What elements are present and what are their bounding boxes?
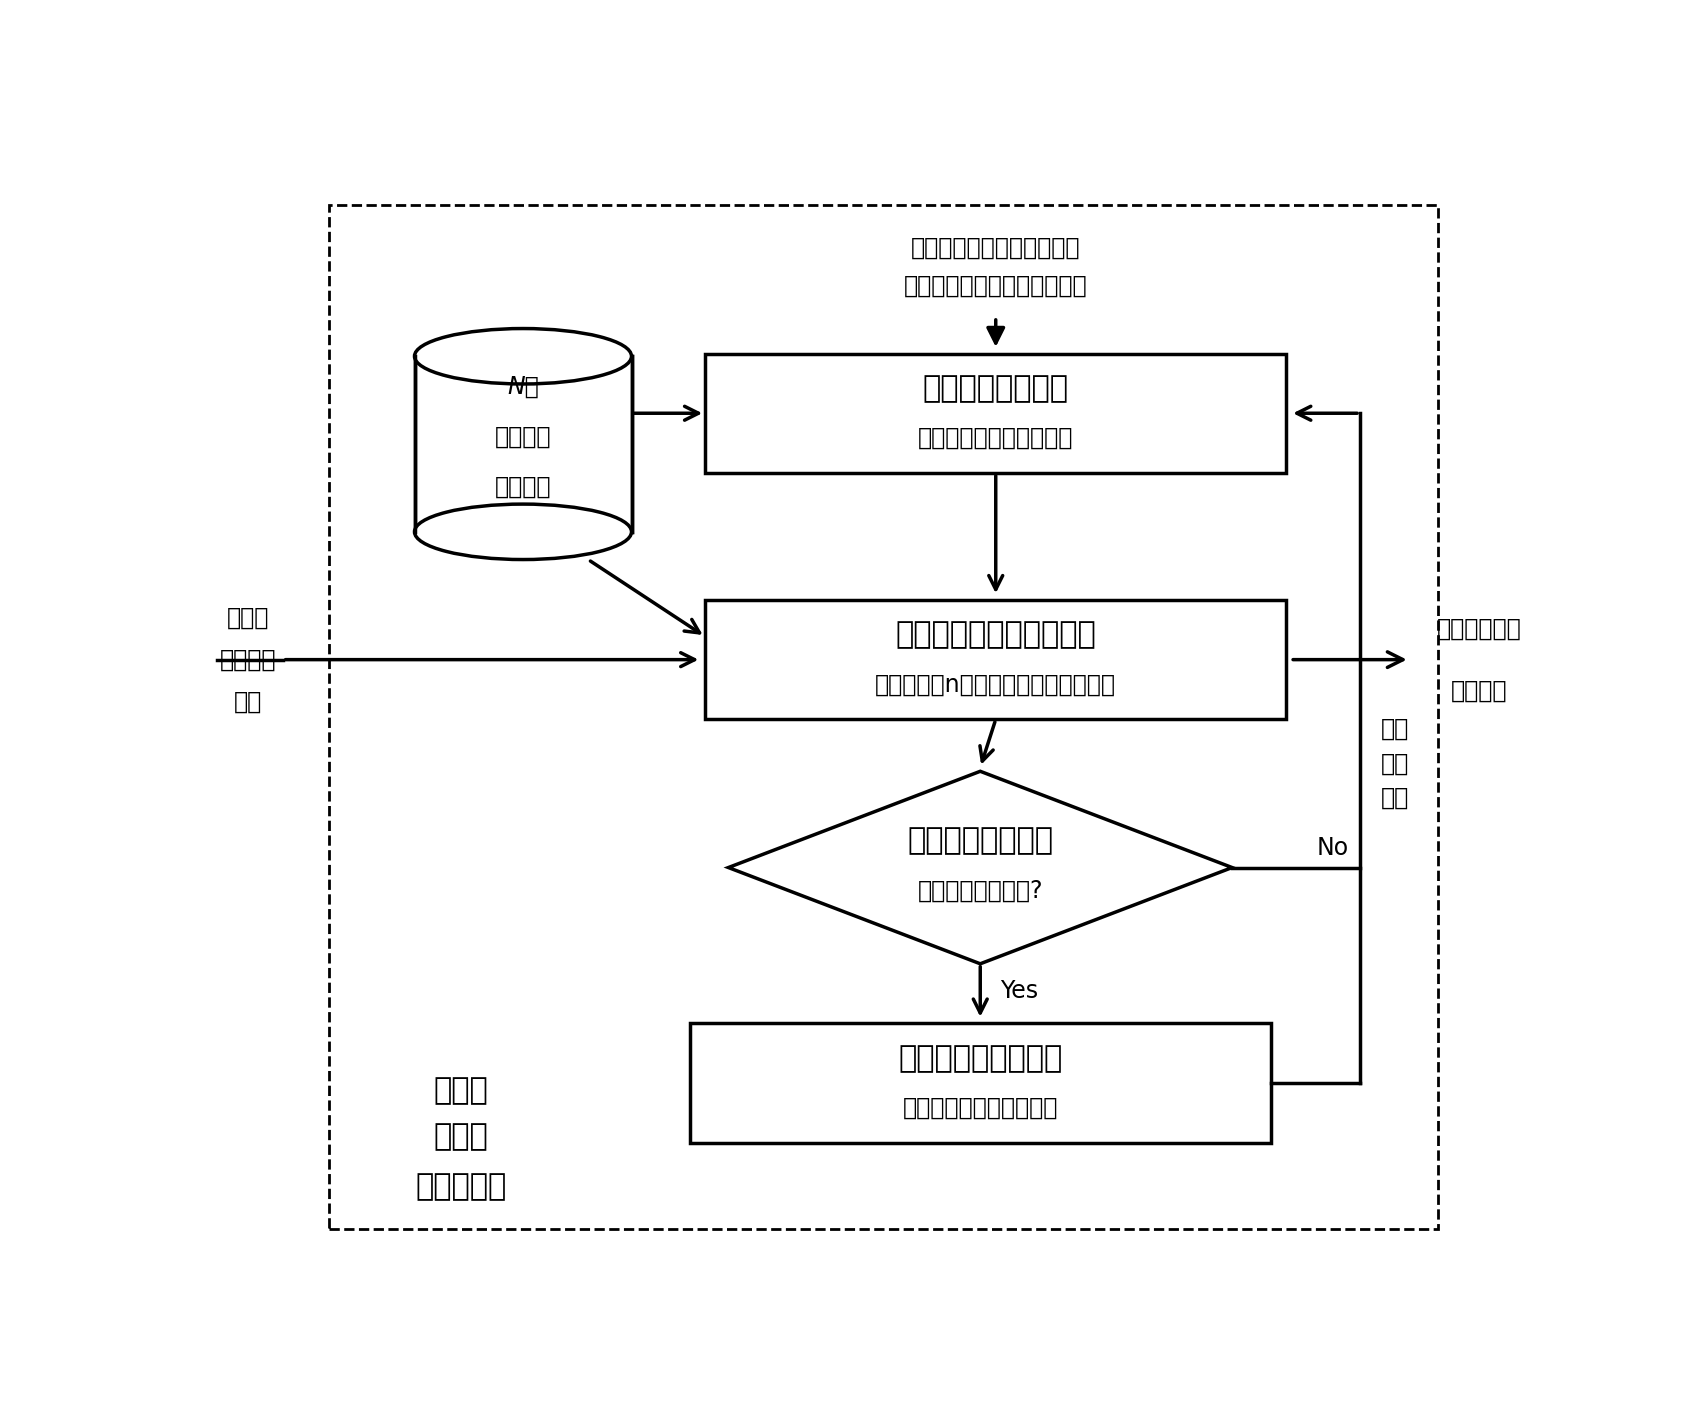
Text: 当前: 当前 — [1380, 752, 1409, 776]
Text: 保持: 保持 — [1380, 716, 1409, 741]
Text: Yes: Yes — [1000, 978, 1038, 1003]
Text: 输出码流: 输出码流 — [1452, 678, 1508, 702]
Text: 更新预测编码模式?: 更新预测编码模式? — [917, 879, 1043, 902]
Text: 编码压缩后的: 编码压缩后的 — [1436, 617, 1522, 641]
Ellipse shape — [414, 504, 632, 559]
Text: N个: N个 — [508, 374, 538, 398]
Text: 以选定的第n个预测编码模式进行编码: 以选定的第n个预测编码模式进行编码 — [876, 673, 1116, 697]
Text: 模式更新触发模块: 模式更新触发模块 — [907, 826, 1053, 855]
Text: No: No — [1315, 837, 1348, 861]
Text: 编码模式: 编码模式 — [494, 474, 552, 498]
Bar — [705, 354, 1287, 473]
Polygon shape — [728, 772, 1232, 964]
Bar — [414, 357, 632, 532]
Text: 多视点视频预测编码模块: 多视点视频预测编码模块 — [895, 620, 1096, 650]
Text: 输入: 输入 — [233, 690, 262, 714]
Bar — [329, 205, 1438, 1229]
Text: 相关性统计分析模块: 相关性统计分析模块 — [898, 1044, 1062, 1073]
Text: 多视点: 多视点 — [433, 1123, 489, 1151]
Bar — [705, 600, 1287, 719]
Text: 视频编码器: 视频编码器 — [416, 1172, 506, 1202]
Ellipse shape — [414, 329, 632, 384]
Text: 预测模式选择模块: 预测模式选择模块 — [924, 374, 1068, 404]
Text: 多视点: 多视点 — [227, 605, 269, 629]
Text: 自适应选择预测编码模式: 自适应选择预测编码模式 — [918, 426, 1074, 450]
Text: 编码复杂度、随机访问要求等: 编码复杂度、随机访问要求等 — [903, 275, 1087, 299]
Text: 视频信号: 视频信号 — [220, 647, 276, 671]
Text: 候选预测: 候选预测 — [494, 425, 552, 449]
Bar — [690, 1024, 1271, 1143]
Text: 多模式: 多模式 — [433, 1076, 489, 1106]
Text: 相机间距、相机阵列形式、: 相机间距、相机阵列形式、 — [912, 235, 1080, 259]
Text: 时间、视点间相关性分析: 时间、视点间相关性分析 — [903, 1096, 1058, 1120]
Text: 模式: 模式 — [1380, 786, 1409, 810]
